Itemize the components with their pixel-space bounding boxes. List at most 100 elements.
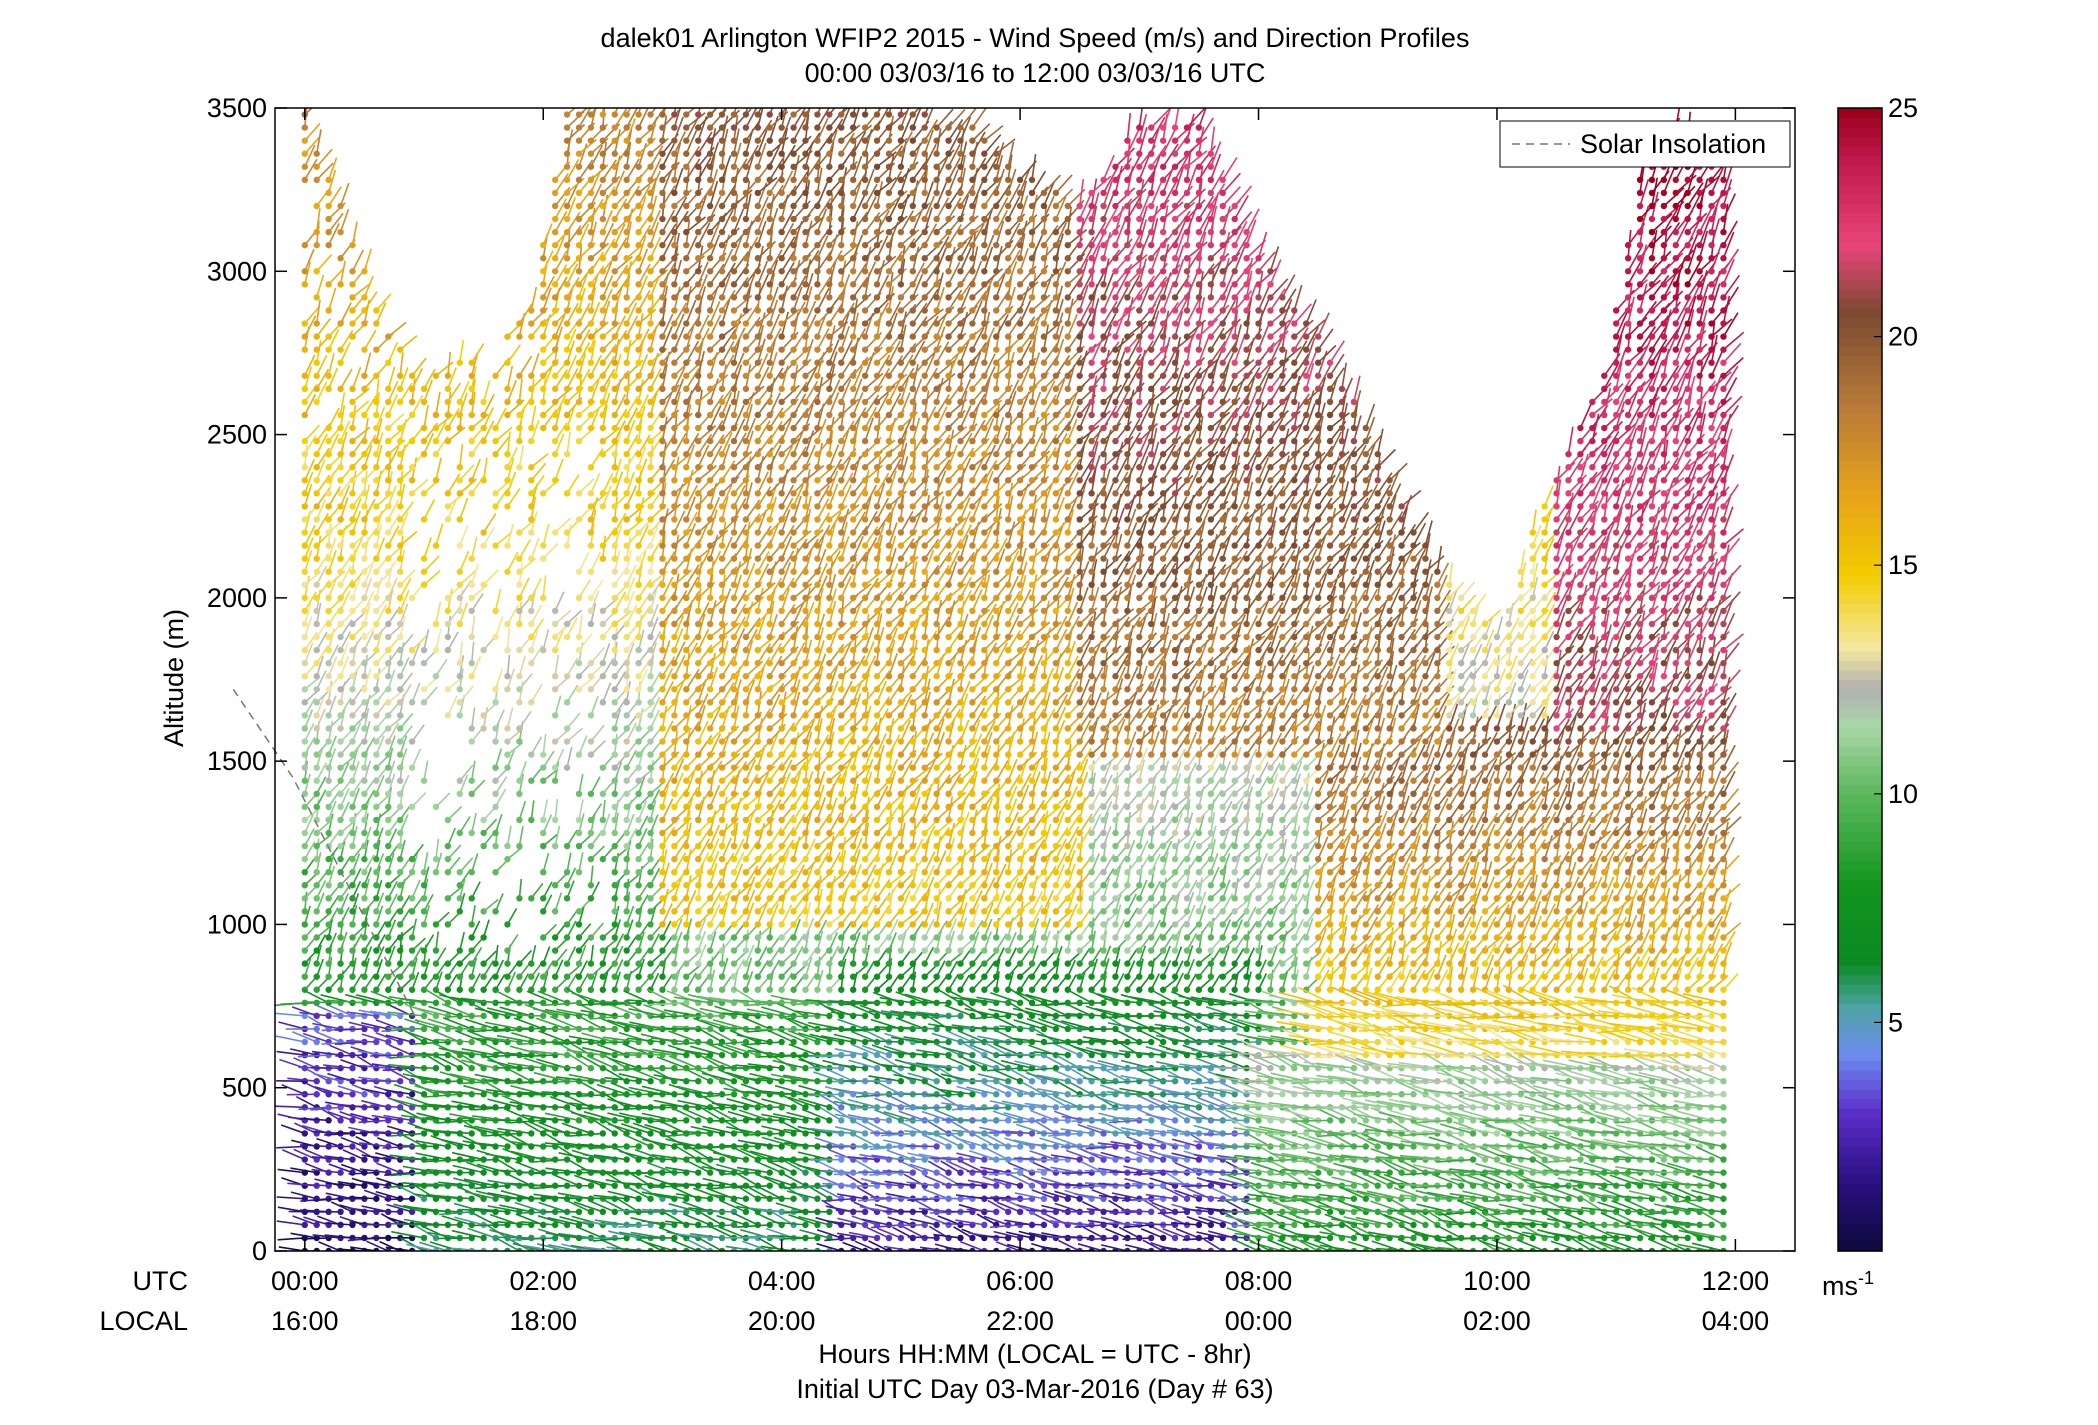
wind-barb-point [612, 843, 618, 849]
wind-barb-point [480, 725, 486, 731]
wind-barb-point [445, 386, 451, 392]
wind-barb-point [576, 516, 582, 522]
wind-barb-point [612, 360, 618, 366]
wind-barb-point [707, 686, 713, 692]
wind-barb-point [540, 960, 546, 966]
wind-barb-point [647, 960, 653, 966]
chart-title: dalek01 Arlington WFIP2 2015 - Wind Spee… [601, 23, 1470, 53]
wind-barb-point [707, 856, 713, 862]
wind-barb-point [600, 255, 606, 261]
wind-barb-point [492, 438, 498, 444]
wind-barb-point [409, 660, 415, 666]
wind-barb-point [457, 895, 463, 901]
wind-barb-point [457, 569, 463, 575]
wind-barb-point [564, 934, 570, 940]
wind-barb-point [600, 451, 606, 457]
wind-barb-point [588, 177, 594, 183]
wind-barb-point [445, 895, 451, 901]
wind-barb-point [659, 438, 665, 444]
wind-barb-tail [459, 1081, 495, 1083]
wind-barb-tail [364, 396, 375, 415]
wind-barb-tail [498, 1237, 531, 1238]
wind-barb-point [671, 595, 677, 601]
wind-barb-point [337, 960, 343, 966]
wind-barb-point [647, 764, 653, 770]
wind-barb-point [361, 987, 367, 993]
wind-barb-point [409, 595, 415, 601]
wind-barb-tail [336, 1237, 364, 1238]
wind-barb-point [576, 791, 582, 797]
wind-barb-point [457, 869, 463, 875]
wind-barb-point [504, 412, 510, 418]
wind-barb-point [457, 947, 463, 953]
wind-barb-point [516, 569, 522, 575]
wind-barb-point [635, 947, 641, 953]
wind-barb-tail [686, 100, 705, 115]
wind-barb-point [671, 346, 677, 352]
wind-barb-point [397, 960, 403, 966]
wind-barb-point [600, 203, 606, 209]
wind-barb-point [516, 895, 522, 901]
wind-barb-point [397, 830, 403, 836]
wind-barb-point [647, 791, 653, 797]
wind-barb-point [659, 882, 665, 888]
wind-barb-point [683, 242, 689, 248]
wind-barb-point [552, 203, 558, 209]
wind-barb-point [552, 673, 558, 679]
wind-barb-point [659, 1000, 665, 1006]
wind-barb-point [647, 725, 653, 731]
wind-barb-point [659, 738, 665, 744]
wind-barb-tail [507, 1002, 543, 1003]
wind-barb-point [325, 725, 331, 731]
wind-barb-point [647, 595, 653, 601]
wind-barb-point [612, 516, 618, 522]
wind-barb-tail [519, 356, 531, 376]
wind-barb-point [707, 451, 713, 457]
wind-barb-point [659, 360, 665, 366]
wind-barb-point [600, 699, 606, 705]
wind-barb-point [659, 778, 665, 784]
wind-barb-point [623, 1156, 629, 1162]
wind-barb-point [492, 542, 498, 548]
wind-barb-point [647, 386, 653, 392]
wind-barb-point [695, 960, 701, 966]
wind-barb-tail [567, 432, 570, 454]
wind-barb-point [409, 973, 415, 979]
wind-barb-point [588, 973, 594, 979]
wind-barb-point [671, 516, 677, 522]
wind-barb-point [588, 229, 594, 235]
wind-barb-point [373, 960, 379, 966]
wind-barb-point [600, 229, 606, 235]
wind-barb-point [588, 294, 594, 300]
wind-barb-point [564, 203, 570, 209]
wind-barb-point [314, 673, 320, 679]
wind-barb-tail [302, 1238, 329, 1239]
wind-barb-point [671, 947, 677, 953]
wind-barb-point [600, 307, 606, 313]
wind-barb-point [564, 373, 570, 379]
wind-barb-point [552, 686, 558, 692]
wind-barb-point [385, 830, 391, 836]
wind-barb-tail [341, 261, 346, 284]
wind-barb-point [635, 386, 641, 392]
wind-barb-point [397, 804, 403, 810]
wind-barb-point [421, 908, 427, 914]
wind-barb-point [349, 490, 355, 496]
wind-barb-point [707, 895, 713, 901]
wind-barb-point [659, 490, 665, 496]
wind-barb-tail [376, 605, 386, 624]
wind-barb-point [314, 346, 320, 352]
wind-barb-point [337, 973, 343, 979]
wind-barb-point [600, 490, 606, 496]
wind-barb-point [612, 229, 618, 235]
wind-barb-point [588, 333, 594, 339]
wind-barb-point [349, 921, 355, 927]
wind-barb-point [659, 712, 665, 718]
wind-barb-point [314, 778, 320, 784]
wind-barb-point [349, 412, 355, 418]
wind-barb-point [349, 686, 355, 692]
wind-barb-point [457, 712, 463, 718]
wind-barb-point [457, 477, 463, 483]
wind-barb-tail [519, 304, 531, 324]
wind-barb-point [683, 778, 689, 784]
